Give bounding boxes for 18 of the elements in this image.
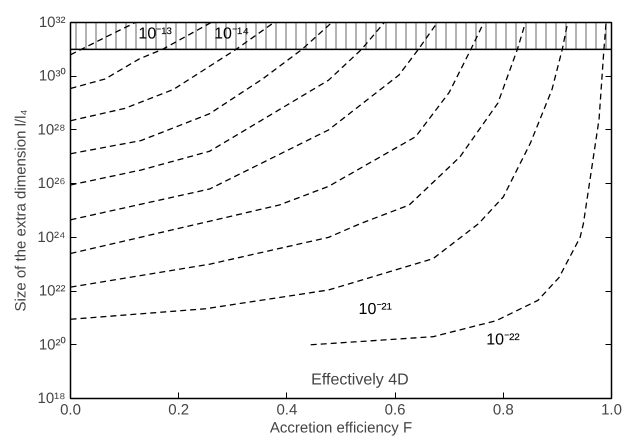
y-tick-label: 10²²	[38, 282, 66, 300]
x-tick-label: 0.4	[276, 402, 298, 418]
annotation: Effectively 4D	[311, 372, 409, 388]
y-tick-label: 10³²	[38, 14, 66, 31]
x-axis-title: Accretion efficiency F	[270, 420, 412, 436]
y-tick-label: 10²⁶	[38, 175, 66, 192]
y-tick-label: 10²⁴	[37, 228, 66, 246]
x-tick-label: 0.0	[60, 402, 81, 418]
x-tick-label: 0.2	[168, 402, 190, 418]
x-tick-label: 0.6	[384, 402, 406, 418]
x-tick-label: 0.8	[492, 402, 514, 418]
series-label: 10⁻²¹	[358, 300, 392, 318]
x-tick-label: 1.0	[601, 402, 622, 418]
series-label: 10⁻²²	[486, 332, 520, 349]
y-tick-label: 10²⁸	[37, 121, 66, 138]
y-axis-title: Size of the extra dimension l/l₄	[12, 109, 30, 312]
y-tick-label: 10³⁰	[38, 68, 66, 85]
y-tick-label: 10²⁰	[38, 336, 66, 354]
